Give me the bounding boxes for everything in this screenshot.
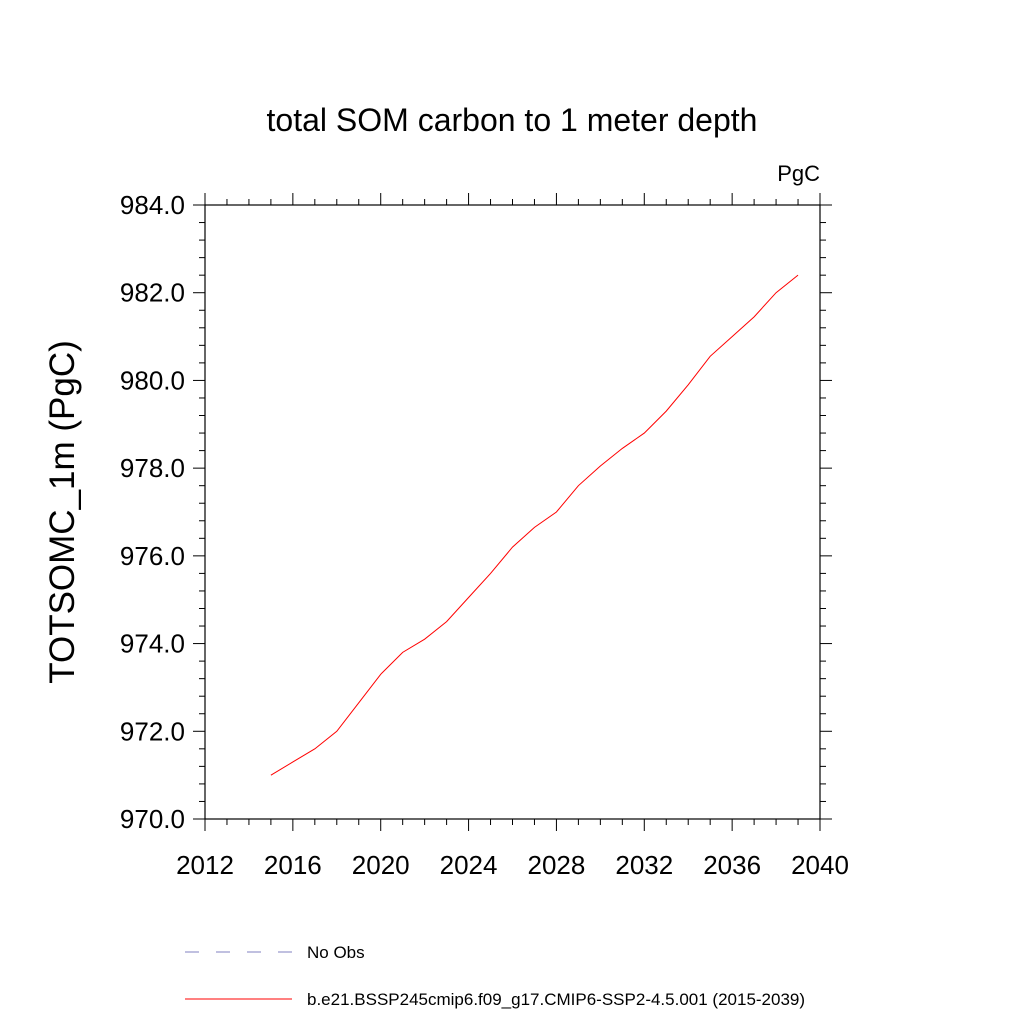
y-axis-label: TOTSOMC_1m (PgC) [43, 340, 82, 684]
legend-label: b.e21.BSSP245cmip6.f09_g17.CMIP6-SSP2-4.… [307, 990, 805, 1009]
legend-label: No Obs [307, 943, 365, 962]
y-tick-label: 972.0 [120, 716, 185, 746]
x-tick-label: 2016 [264, 850, 322, 880]
data-series [270, 274, 799, 776]
units-label: PgC [777, 161, 820, 186]
x-tick-label: 2036 [703, 850, 761, 880]
y-tick-label: 984.0 [120, 190, 185, 220]
y-tick-label: 982.0 [120, 278, 185, 308]
x-tick-label: 2012 [176, 850, 234, 880]
x-tick-label: 2028 [528, 850, 586, 880]
y-tick-label: 974.0 [120, 629, 185, 659]
x-tick-label: 2040 [791, 850, 849, 880]
x-tick-label: 2024 [440, 850, 498, 880]
y-tick-label: 976.0 [120, 541, 185, 571]
chart-title: total SOM carbon to 1 meter depth [267, 102, 758, 138]
series-line [270, 274, 799, 776]
y-tick-label: 980.0 [120, 365, 185, 395]
x-tick-label: 2020 [352, 850, 410, 880]
y-tick-label: 970.0 [120, 804, 185, 834]
legend: No Obs b.e21.BSSP245cmip6.f09_g17.CMIP6-S… [185, 943, 805, 1009]
x-tick-label: 2032 [615, 850, 673, 880]
axis-ticks [193, 193, 832, 831]
axis-tick-labels: 970.0 972.0 974.0 976.0 978.0 980.0 982.0 984.0… [120, 190, 849, 880]
plot-frame [204, 204, 821, 820]
y-tick-label: 978.0 [120, 453, 185, 483]
